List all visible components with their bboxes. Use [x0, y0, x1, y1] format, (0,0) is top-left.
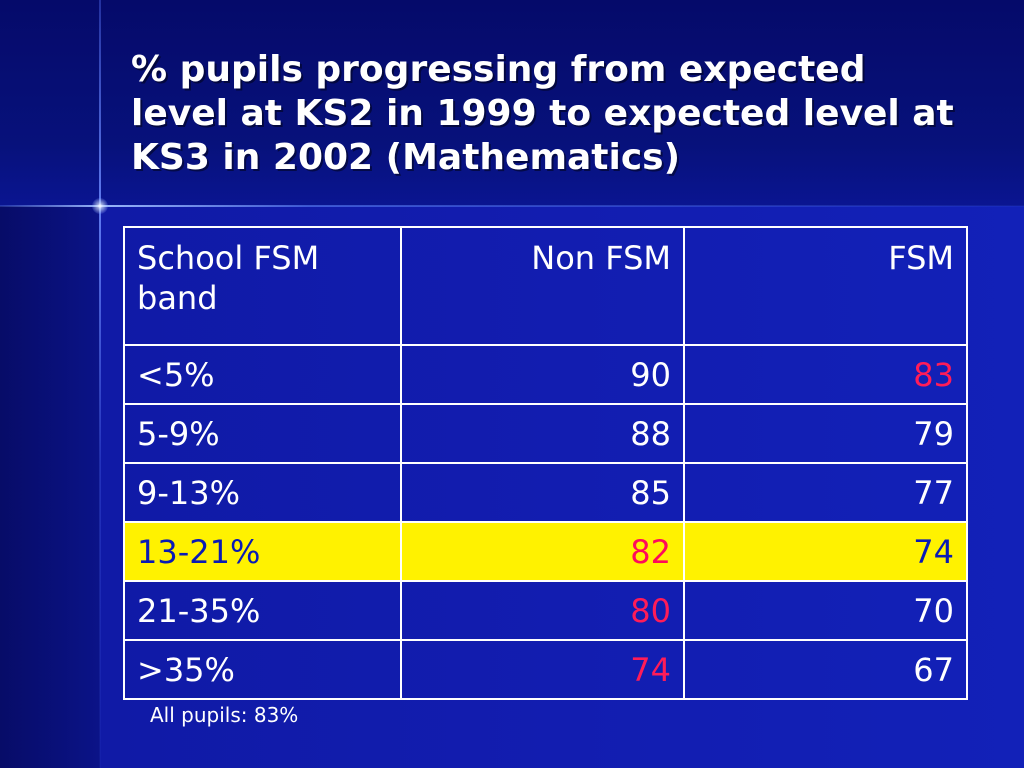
non-fsm-cell: 90	[400, 344, 685, 405]
band-cell: 9-13%	[123, 462, 402, 523]
fsm-cell: 70	[683, 580, 968, 641]
fsm-cell: 74	[683, 521, 968, 582]
column-header-non-fsm: Non FSM	[400, 226, 685, 346]
column-header-fsm: FSM	[683, 226, 968, 346]
fsm-cell: 67	[683, 639, 968, 700]
non-fsm-cell: 85	[400, 462, 685, 523]
non-fsm-cell: 82	[400, 521, 685, 582]
band-cell: 13-21%	[123, 521, 402, 582]
fsm-cell: 83	[683, 344, 968, 405]
horizontal-accent-line	[0, 205, 1024, 207]
table-header-row: School FSM band Non FSM FSM	[123, 226, 968, 346]
non-fsm-cell: 88	[400, 403, 685, 464]
vertical-accent-line	[99, 0, 101, 768]
all-pupils-footnote: All pupils: 83%	[150, 703, 299, 727]
band-cell: >35%	[123, 639, 402, 700]
fsm-cell: 77	[683, 462, 968, 523]
column-header-school-fsm-band: School FSM band	[123, 226, 402, 346]
table-row: <5% 90 83	[123, 344, 968, 405]
table-row: 5-9% 88 79	[123, 403, 968, 464]
non-fsm-cell: 74	[400, 639, 685, 700]
non-fsm-cell: 80	[400, 580, 685, 641]
highlighted-table-row: 13-21% 82 74	[123, 521, 968, 582]
fsm-progress-table: School FSM band Non FSM FSM <5% 90 83 5-…	[123, 226, 968, 700]
slide-title: % pupils progressing from expected level…	[131, 49, 954, 178]
fsm-cell: 79	[683, 403, 968, 464]
table-row: 9-13% 85 77	[123, 462, 968, 523]
table-row: 21-35% 80 70	[123, 580, 968, 641]
title-band	[0, 0, 1024, 206]
band-cell: <5%	[123, 344, 402, 405]
band-cell: 21-35%	[123, 580, 402, 641]
band-cell: 5-9%	[123, 403, 402, 464]
light-flare-icon	[92, 198, 108, 214]
table-row: >35% 74 67	[123, 639, 968, 700]
